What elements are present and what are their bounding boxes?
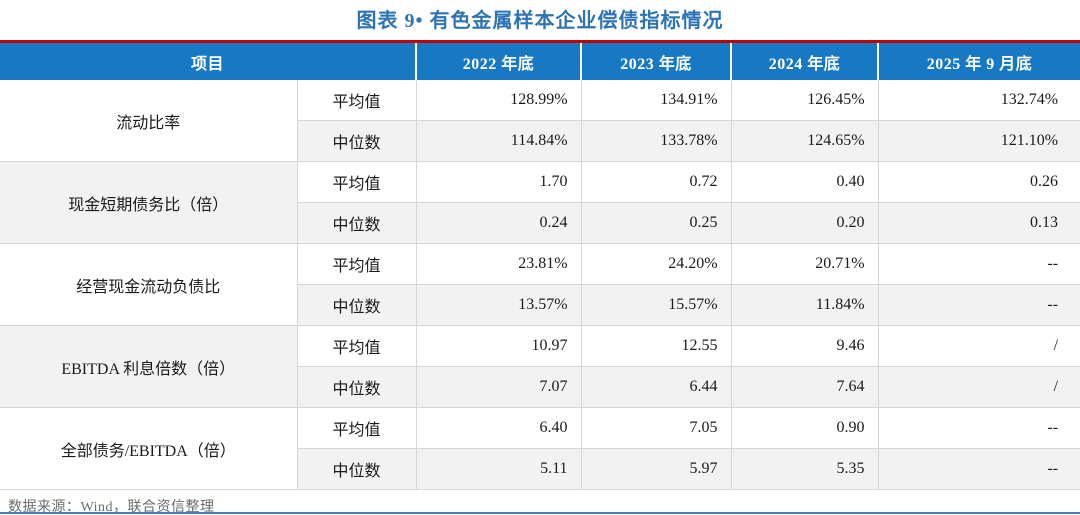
bottom-divider xyxy=(0,512,1080,514)
table-row: 经营现金流动负债比 平均值 23.81% 24.20% 20.71% -- xyxy=(0,243,1080,326)
stat-label-mean: 平均值 xyxy=(296,243,417,285)
value-cell: 0.20 xyxy=(730,202,879,244)
value-cell: 124.65% xyxy=(730,120,879,162)
value-cell: 0.90 xyxy=(730,407,879,449)
value-cell: 0.40 xyxy=(730,161,879,203)
header-2024: 2024 年底 xyxy=(730,41,879,80)
stat-label-median: 中位数 xyxy=(296,448,417,490)
value-cell: 0.25 xyxy=(580,202,732,244)
header-2023: 2023 年底 xyxy=(580,41,732,80)
stat-label-median: 中位数 xyxy=(296,366,417,408)
value-cell: 6.40 xyxy=(415,407,582,449)
table-row: 流动比率 平均值 128.99% 134.91% 126.45% 132.74% xyxy=(0,80,1080,162)
item-cell-total-debt-ebitda: 全部债务/EBITDA（倍） xyxy=(0,407,297,490)
table-row: 中位数 114.84% 133.78% 124.65% 121.10% xyxy=(0,120,1080,162)
table-row: EBITDA 利息倍数（倍） 平均值 10.97 12.55 9.46 / xyxy=(0,325,1080,408)
value-cell: 24.20% xyxy=(580,243,732,285)
value-cell: 5.35 xyxy=(730,448,879,490)
stat-label-mean: 平均值 xyxy=(296,325,417,367)
value-cell: 5.97 xyxy=(580,448,732,490)
value-cell: 132.74% xyxy=(877,80,1080,121)
value-cell: 0.13 xyxy=(877,202,1080,244)
table-row: 全部债务/EBITDA（倍） 平均值 6.40 7.05 0.90 -- xyxy=(0,407,1080,490)
value-cell: -- xyxy=(877,407,1080,449)
value-cell: 11.84% xyxy=(730,284,879,326)
header-row: 项目 2022 年底 2023 年底 2024 年底 2025 年 9 月底 xyxy=(0,41,1080,80)
value-cell: 0.24 xyxy=(415,202,582,244)
header-item: 项目 xyxy=(0,41,417,80)
table-row: 中位数 7.07 6.44 7.64 / xyxy=(0,366,1080,408)
item-cell-cash-short-debt: 现金短期债务比（倍） xyxy=(0,161,297,244)
value-cell: 6.44 xyxy=(580,366,732,408)
value-cell: 121.10% xyxy=(877,120,1080,162)
value-cell: 133.78% xyxy=(580,120,732,162)
value-cell: 9.46 xyxy=(730,325,879,367)
value-cell: 7.07 xyxy=(415,366,582,408)
stat-label-mean: 平均值 xyxy=(296,407,417,449)
stat-label-mean: 平均值 xyxy=(296,80,417,121)
stat-label-mean: 平均值 xyxy=(296,161,417,203)
item-cell-ocf-current-liab: 经营现金流动负债比 xyxy=(0,243,297,326)
value-cell: 5.11 xyxy=(415,448,582,490)
value-cell: 0.26 xyxy=(877,161,1080,203)
table-header: 项目 2022 年底 2023 年底 2024 年底 2025 年 9 月底 xyxy=(0,41,1080,80)
value-cell: 7.64 xyxy=(730,366,879,408)
value-cell: 114.84% xyxy=(415,120,582,162)
value-cell: / xyxy=(877,366,1080,408)
stat-label-median: 中位数 xyxy=(296,120,417,162)
value-cell: 10.97 xyxy=(415,325,582,367)
table-row: 中位数 0.24 0.25 0.20 0.13 xyxy=(0,202,1080,244)
header-2022: 2022 年底 xyxy=(415,41,582,80)
value-cell: -- xyxy=(877,284,1080,326)
value-cell: 13.57% xyxy=(415,284,582,326)
value-cell: / xyxy=(877,325,1080,367)
value-cell: 126.45% xyxy=(730,80,879,121)
stat-label-median: 中位数 xyxy=(296,284,417,326)
table-row: 现金短期债务比（倍） 平均值 1.70 0.72 0.40 0.26 xyxy=(0,161,1080,244)
item-cell-ebitda-interest: EBITDA 利息倍数（倍） xyxy=(0,325,297,408)
data-source-note: 数据来源：Wind，联合资信整理 xyxy=(8,500,215,515)
value-cell: -- xyxy=(877,243,1080,285)
value-cell: 134.91% xyxy=(580,80,732,121)
value-cell: 0.72 xyxy=(580,161,732,203)
table-row: 中位数 5.11 5.97 5.35 -- xyxy=(0,448,1080,490)
value-cell: 20.71% xyxy=(730,243,879,285)
value-cell: 15.57% xyxy=(580,284,732,326)
value-cell: 12.55 xyxy=(580,325,732,367)
value-cell: 1.70 xyxy=(415,161,582,203)
value-cell: 23.81% xyxy=(415,243,582,285)
table-row: 中位数 13.57% 15.57% 11.84% -- xyxy=(0,284,1080,326)
debt-indicator-table: 项目 2022 年底 2023 年底 2024 年底 2025 年 9 月底 流… xyxy=(0,40,1080,490)
table-title: 图表 9• 有色金属样本企业偿债指标情况 xyxy=(356,10,724,32)
header-2025: 2025 年 9 月底 xyxy=(877,41,1080,80)
item-cell-current-ratio: 流动比率 xyxy=(0,80,297,162)
value-cell: 7.05 xyxy=(580,407,732,449)
stat-label-median: 中位数 xyxy=(296,202,417,244)
value-cell: -- xyxy=(877,448,1080,490)
value-cell: 128.99% xyxy=(415,80,582,121)
